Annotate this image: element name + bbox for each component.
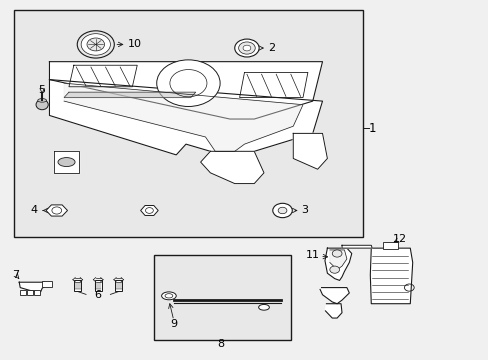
Text: 5: 5 xyxy=(39,85,45,95)
Polygon shape xyxy=(329,250,346,270)
Ellipse shape xyxy=(58,158,75,167)
Polygon shape xyxy=(325,304,341,318)
Circle shape xyxy=(238,42,255,54)
Text: 6: 6 xyxy=(95,291,102,301)
Circle shape xyxy=(243,45,250,51)
Polygon shape xyxy=(49,80,322,162)
Ellipse shape xyxy=(38,99,46,102)
Polygon shape xyxy=(49,62,322,119)
Polygon shape xyxy=(54,151,79,173)
Polygon shape xyxy=(69,65,137,87)
Polygon shape xyxy=(293,134,327,169)
Bar xyxy=(154,255,290,339)
Circle shape xyxy=(278,207,286,214)
Polygon shape xyxy=(19,282,45,292)
Text: 10: 10 xyxy=(127,40,141,49)
Bar xyxy=(14,10,362,237)
Polygon shape xyxy=(369,248,412,304)
Polygon shape xyxy=(46,205,67,216)
Bar xyxy=(34,291,40,296)
Ellipse shape xyxy=(258,305,269,310)
Bar xyxy=(383,242,397,249)
Text: 7: 7 xyxy=(12,270,19,280)
Circle shape xyxy=(272,203,292,218)
Polygon shape xyxy=(341,245,371,248)
Polygon shape xyxy=(325,248,351,280)
Polygon shape xyxy=(64,83,303,151)
Text: 9: 9 xyxy=(170,319,177,329)
Bar xyxy=(20,291,25,296)
Circle shape xyxy=(234,39,259,57)
Bar xyxy=(115,280,122,291)
Bar xyxy=(27,291,33,296)
Polygon shape xyxy=(200,151,264,184)
Circle shape xyxy=(329,266,339,273)
Polygon shape xyxy=(64,92,195,98)
Text: 2: 2 xyxy=(267,43,274,53)
Text: 8: 8 xyxy=(217,339,224,349)
Circle shape xyxy=(157,60,220,107)
Text: 1: 1 xyxy=(368,122,375,135)
Text: 11: 11 xyxy=(305,250,319,260)
Circle shape xyxy=(81,34,110,55)
Ellipse shape xyxy=(161,292,176,300)
Circle shape xyxy=(77,31,114,58)
Bar xyxy=(42,282,52,287)
Text: 4: 4 xyxy=(30,206,38,216)
Circle shape xyxy=(87,38,104,51)
Polygon shape xyxy=(141,206,158,215)
Text: 3: 3 xyxy=(301,206,308,216)
Circle shape xyxy=(331,250,341,257)
Text: 12: 12 xyxy=(392,234,406,244)
Bar xyxy=(74,280,81,291)
Bar xyxy=(95,280,102,291)
Polygon shape xyxy=(320,288,348,304)
Polygon shape xyxy=(239,72,307,98)
Ellipse shape xyxy=(36,100,48,110)
